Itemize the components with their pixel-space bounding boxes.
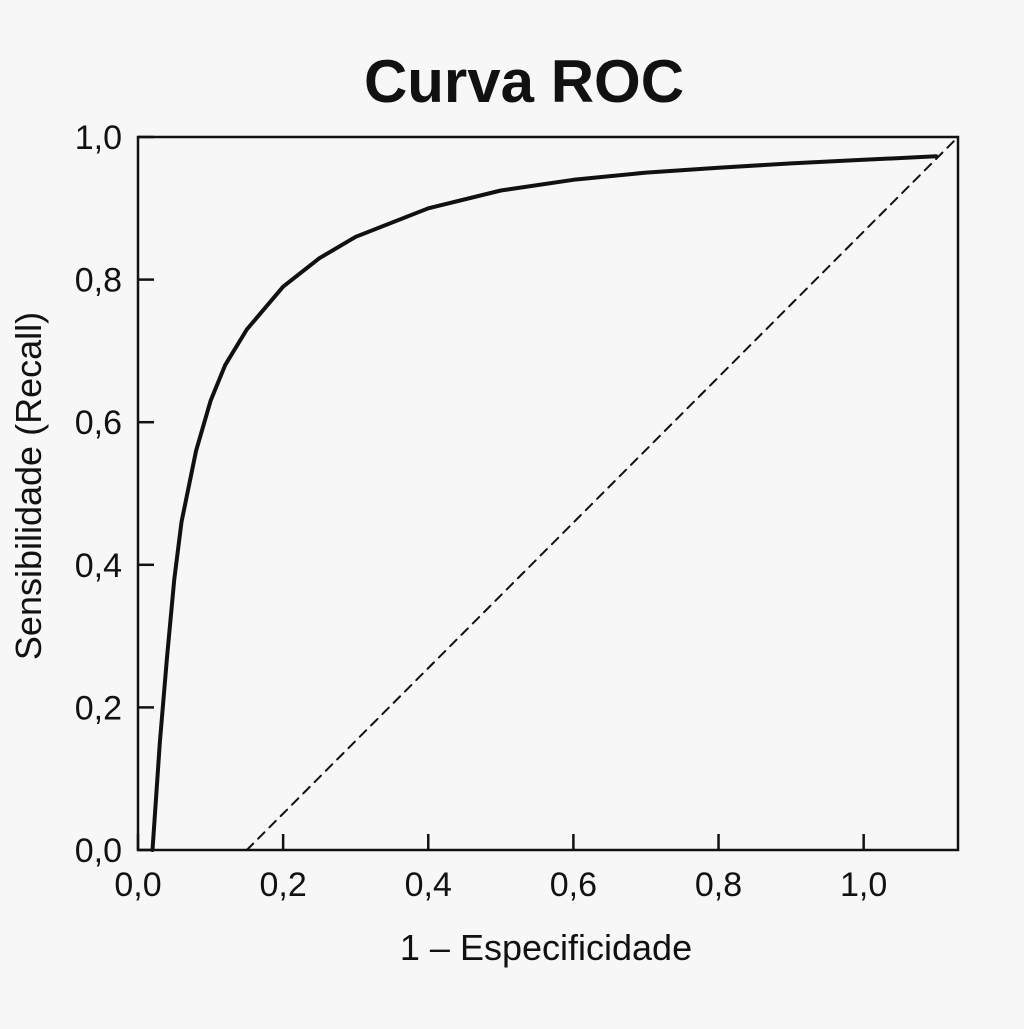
x-tick-label: 0,8: [695, 866, 742, 904]
chart-title: Curva ROC: [364, 48, 684, 115]
chance-diagonal-line: [245, 136, 959, 851]
y-tick-label: 1,0: [75, 119, 122, 157]
plot-area: 0,0 0,2 0,4 0,6 0,8 1,0 0,0 0,2 0,4 0,6 0,8 1,0: [75, 119, 960, 904]
y-tick-label: 0,0: [75, 832, 122, 870]
x-tick-label: 0,2: [259, 866, 306, 904]
roc-curve-line: [150, 154, 939, 852]
x-tick-label: 1,0: [840, 866, 887, 904]
y-tick-label: 0,6: [75, 404, 122, 442]
x-tick-label: 0,4: [405, 866, 452, 904]
x-tick-label: 0,6: [550, 866, 597, 904]
x-tick-label: 0,0: [114, 866, 161, 904]
x-axis-label: 1 – Especificidade: [400, 927, 692, 968]
y-axis-label: Sensibilidade (Recall): [8, 312, 49, 660]
y-tick-label: 0,4: [75, 547, 122, 585]
y-tick-label: 0,8: [75, 262, 122, 300]
y-tick-label: 0,2: [75, 689, 122, 727]
plot-frame: [136, 135, 960, 852]
